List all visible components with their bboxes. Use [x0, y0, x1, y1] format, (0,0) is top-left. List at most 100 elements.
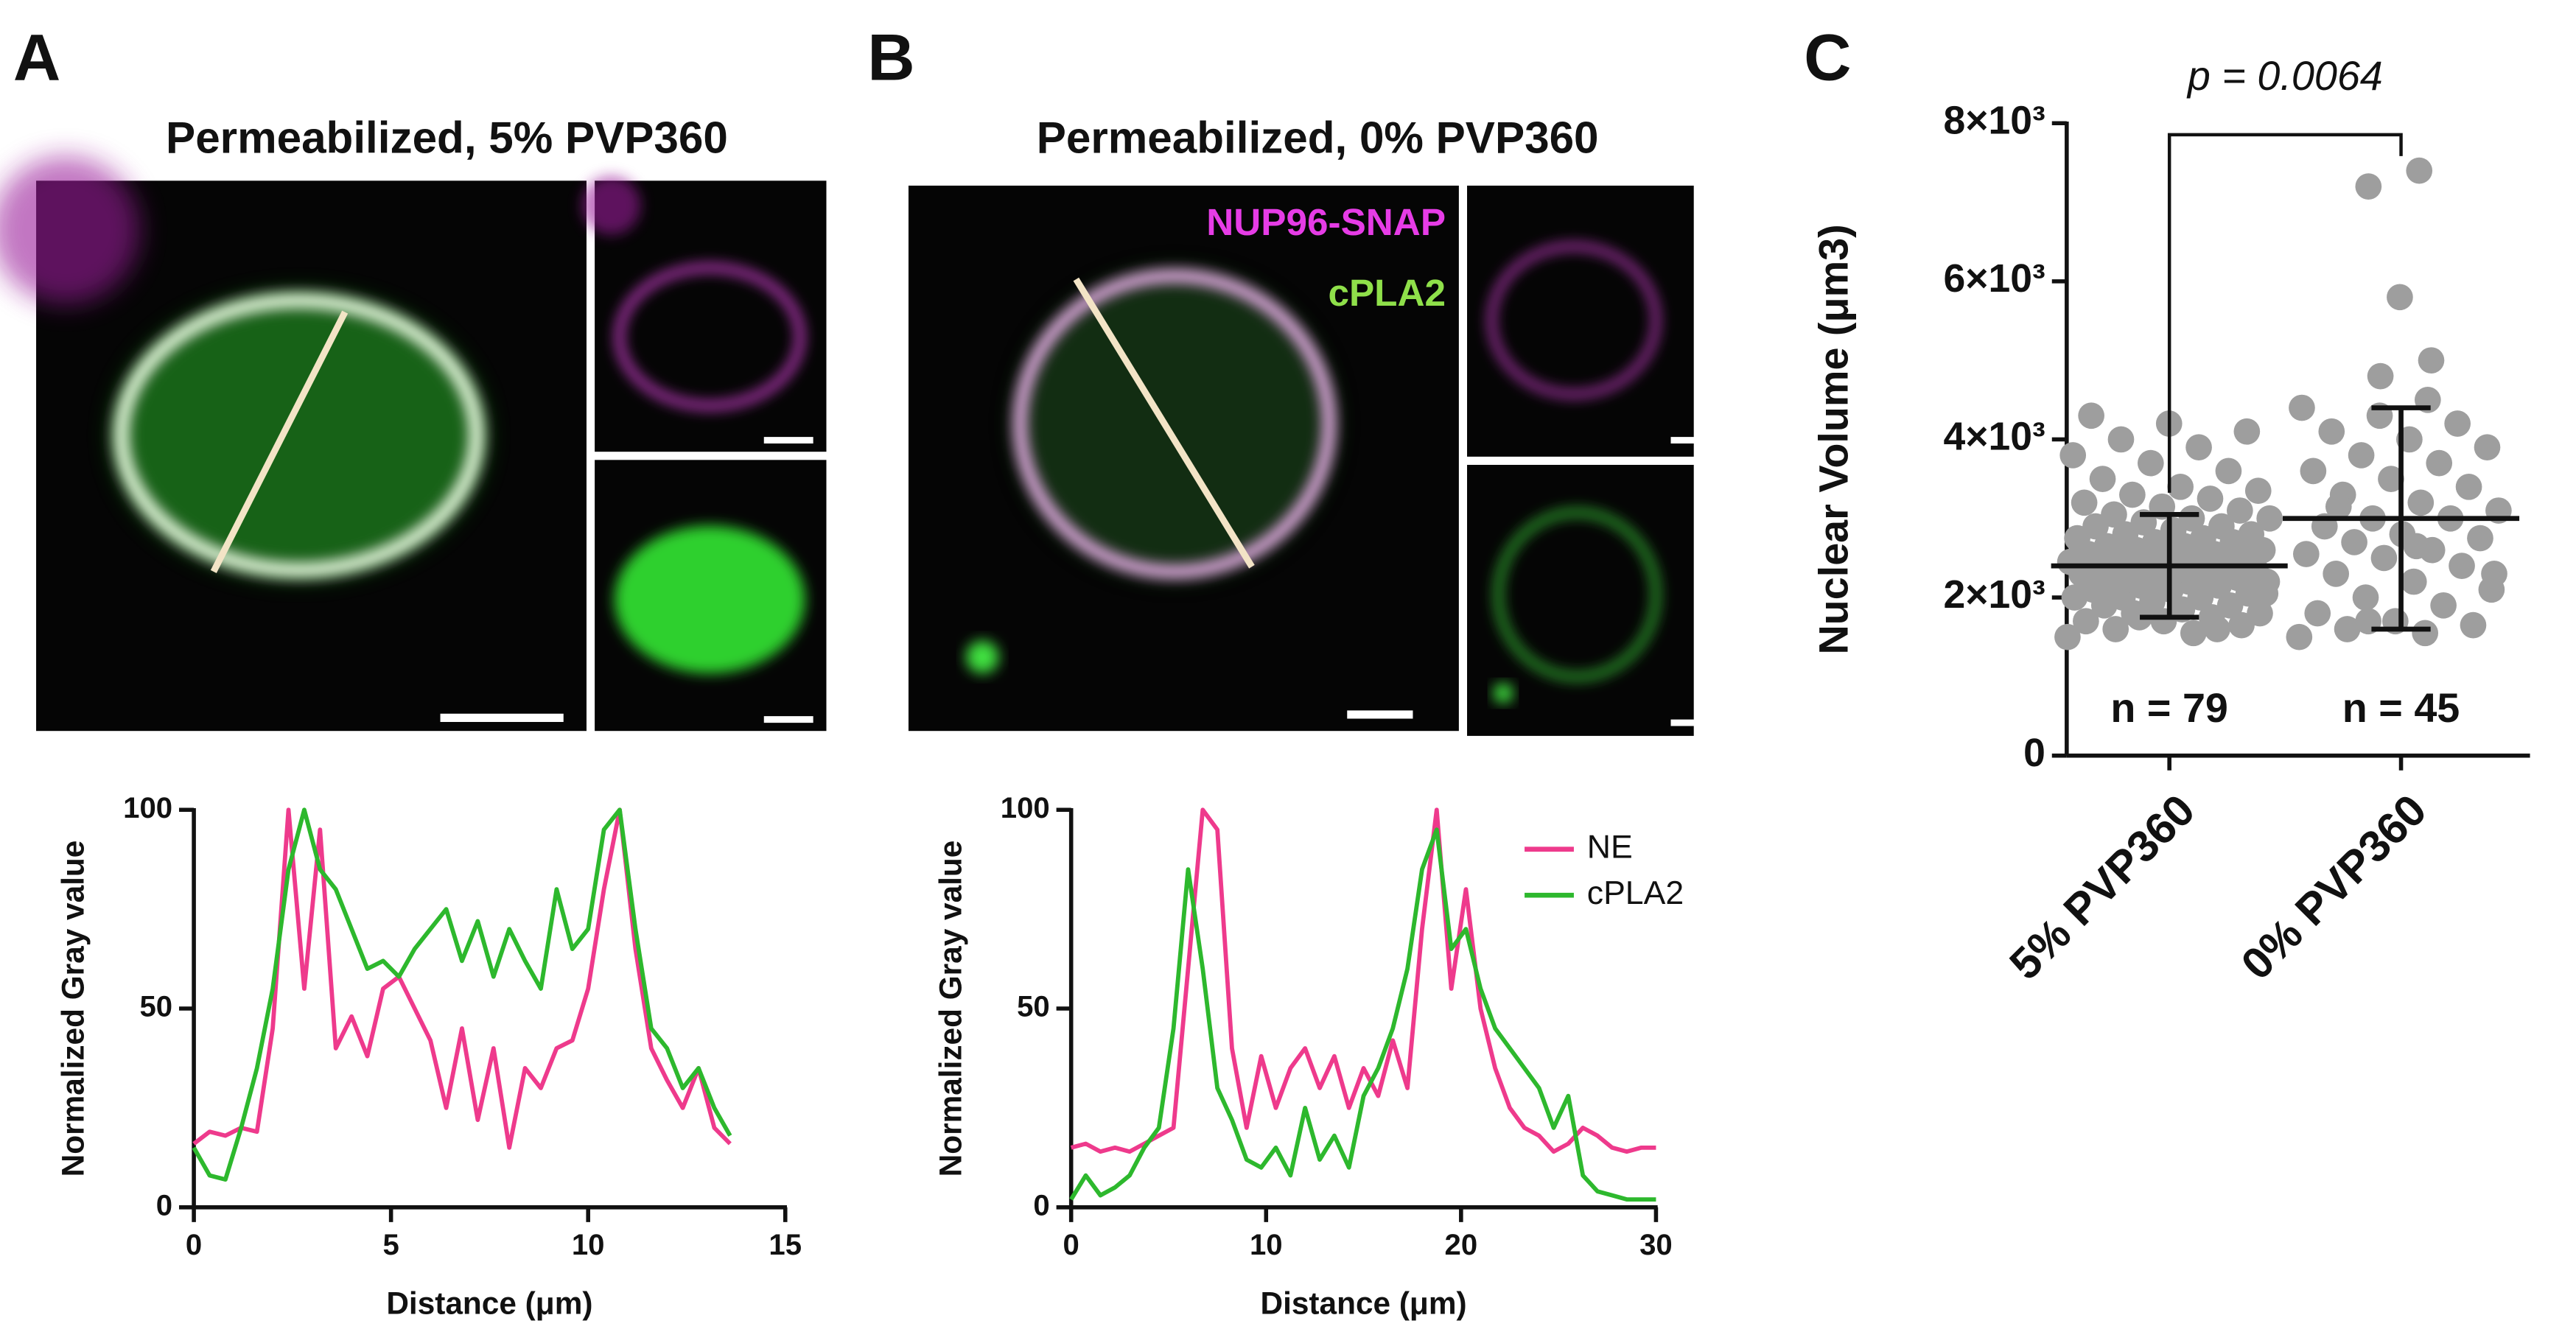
y-tick-label: 2×10³ — [1944, 573, 2045, 617]
p-value: p = 0.0064 — [2186, 53, 2383, 99]
data-point — [2185, 434, 2212, 461]
micrograph-a-merge — [0, 155, 587, 732]
y-tick-label: 0 — [1033, 1188, 1049, 1221]
data-point — [2208, 513, 2235, 540]
micrograph-a-ne — [581, 175, 827, 452]
data-point — [2089, 466, 2116, 492]
data-point — [2078, 402, 2104, 429]
x-tick-label: 5% PVP360 — [2000, 785, 2204, 989]
data-point — [2481, 561, 2507, 587]
panel-title: Permeabilized, 5% PVP360 — [166, 113, 728, 163]
legend-label: cPLA2 — [1587, 875, 1684, 911]
data-point — [2460, 611, 2487, 639]
data-point — [2341, 529, 2367, 555]
data-point — [2107, 426, 2135, 453]
data-point — [2367, 362, 2394, 390]
x-tick-label: 20 — [1445, 1228, 1478, 1261]
data-point — [2407, 489, 2435, 516]
data-point — [2426, 449, 2453, 477]
data-point — [2256, 505, 2283, 532]
micrograph-b-merge — [908, 185, 1459, 732]
data-point — [2204, 616, 2230, 642]
data-point — [2289, 394, 2315, 421]
data-point — [2233, 418, 2261, 445]
channel-label: cPLA2 — [1328, 272, 1446, 314]
data-point — [2418, 347, 2445, 374]
micrograph-b-ne — [1467, 185, 1709, 457]
line-series — [192, 807, 732, 1150]
channel-label: NUP96-SNAP — [1206, 201, 1446, 243]
panel-letter: A — [13, 20, 60, 94]
y-axis-label: Normalized Gray value — [56, 841, 91, 1177]
n-label: n = 45 — [2342, 685, 2460, 731]
significance-bracket — [2167, 133, 2403, 493]
y-axis-label: Nuclear Volume (μm3) — [1810, 224, 1856, 654]
data-point — [2178, 505, 2205, 532]
data-point — [2449, 553, 2475, 579]
x-tick-label: 10 — [572, 1228, 605, 1261]
data-point — [2238, 521, 2265, 548]
data-point — [2247, 600, 2273, 627]
data-point — [2348, 442, 2375, 469]
data-point — [2444, 410, 2471, 437]
data-point — [2054, 623, 2081, 651]
panel-letter: B — [867, 20, 914, 94]
data-point — [2355, 173, 2382, 200]
line-series — [192, 807, 732, 1182]
data-point — [2323, 561, 2350, 587]
data-point — [2387, 284, 2413, 311]
data-point — [2215, 457, 2242, 485]
data-point — [2403, 533, 2430, 560]
data-point — [2370, 544, 2398, 572]
data-point — [2378, 466, 2404, 492]
data-point — [2334, 616, 2361, 642]
y-tick-label: 8×10³ — [1944, 99, 2045, 142]
x-tick-label: 10 — [1250, 1228, 1283, 1261]
data-point — [2304, 600, 2331, 627]
data-point — [2300, 457, 2327, 485]
data-point — [2102, 616, 2129, 642]
data-point — [2096, 536, 2123, 564]
data-point — [2474, 434, 2501, 461]
data-point — [2197, 485, 2224, 512]
data-point — [2292, 541, 2320, 567]
data-point — [2412, 620, 2439, 647]
micrograph-a-cpla2 — [595, 460, 827, 732]
data-point — [2059, 442, 2087, 469]
data-point — [2455, 474, 2482, 500]
y-tick-label: 100 — [1001, 791, 1050, 824]
x-axis-label: Distance (μm) — [386, 1286, 592, 1321]
panel-title: Permeabilized, 0% PVP360 — [1037, 113, 1599, 163]
y-tick-label: 4×10³ — [1944, 415, 2045, 459]
y-tick-label: 6×10³ — [1944, 257, 2045, 301]
data-point — [2174, 556, 2201, 583]
x-tick-label: 5 — [382, 1228, 399, 1261]
line-series — [1069, 827, 1656, 1202]
data-point — [2137, 449, 2164, 477]
y-tick-label: 100 — [123, 791, 172, 824]
data-point — [2119, 481, 2146, 508]
data-point — [2430, 592, 2457, 619]
y-tick-label: 0 — [156, 1188, 172, 1221]
data-point — [2467, 525, 2493, 552]
data-point — [2325, 493, 2352, 520]
y-tick-label: 50 — [1017, 990, 1050, 1023]
data-point — [2126, 604, 2153, 631]
data-point — [2226, 497, 2253, 524]
data-point — [2318, 418, 2345, 445]
data-point — [2101, 501, 2127, 528]
data-point — [2073, 608, 2099, 635]
x-axis-label: Distance (μm) — [1260, 1286, 1466, 1321]
y-tick-label: 0 — [2023, 732, 2045, 775]
y-tick-label: 50 — [139, 990, 172, 1023]
data-point — [2286, 623, 2313, 651]
data-point — [2071, 489, 2098, 516]
micrograph-b-cpla2 — [1467, 465, 1709, 736]
data-point — [2352, 584, 2379, 611]
data-point — [2167, 474, 2194, 500]
data-point — [2400, 568, 2427, 595]
panel-letter: C — [1804, 20, 1851, 94]
y-axis-label: Normalized Gray value — [933, 841, 967, 1177]
